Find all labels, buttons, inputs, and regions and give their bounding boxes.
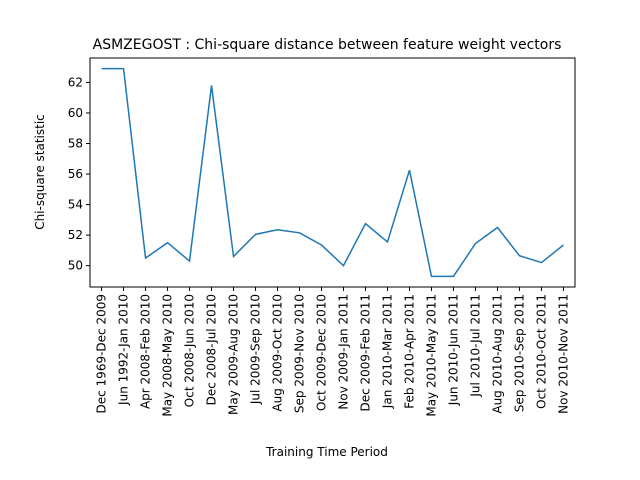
x-tick-label: Dec 2008-Jul 2010 <box>205 294 219 405</box>
y-tick-label: 50 <box>68 259 83 273</box>
y-tick-label: 54 <box>68 198 83 212</box>
y-tick-label: 58 <box>68 136 83 150</box>
x-tick-label: May 2008-May 2010 <box>161 294 175 417</box>
chart-title: ASMZEGOST : Chi-square distance between … <box>93 37 562 53</box>
x-tick-label: Oct 2009-Dec 2010 <box>315 294 329 411</box>
data-line <box>101 67 564 278</box>
x-tick-label: Jun 2010-Jun 2011 <box>446 294 460 406</box>
x-tick-label: Oct 2010-Oct 2011 <box>534 294 548 409</box>
x-tick-label: Dec 1969-Dec 2009 <box>95 294 109 413</box>
x-tick-label: Oct 2008-Jun 2010 <box>183 294 197 407</box>
x-tick-label: Jun 1992-Jan 2010 <box>117 294 131 406</box>
x-tick-label: Dec 2009-Feb 2011 <box>358 294 372 412</box>
x-tick-label: Nov 2010-Nov 2011 <box>556 294 570 414</box>
x-tick-label: Aug 2009-Oct 2010 <box>271 294 285 412</box>
x-tick-label: Apr 2008-Feb 2010 <box>139 294 153 409</box>
y-tick-label: 52 <box>68 228 83 242</box>
plot-frame <box>89 57 576 288</box>
x-axis-label: Training Time Period <box>265 445 388 459</box>
y-tick-label: 56 <box>68 167 83 181</box>
x-tick-label: May 2009-Aug 2010 <box>227 294 241 415</box>
x-tick-label: Jan 2010-Mar 2011 <box>380 294 394 409</box>
y-axis-label: Chi-square statistic <box>33 114 47 230</box>
x-tick-label: May 2010-May 2011 <box>424 294 438 417</box>
x-tick-label: Sep 2010-Sep 2011 <box>512 294 526 412</box>
x-tick-label: Aug 2010-Aug 2011 <box>490 294 504 414</box>
y-tick-label: 60 <box>68 106 83 120</box>
y-tick-label: 62 <box>68 75 83 89</box>
x-tick-label: Jul 2009-Sep 2010 <box>249 294 263 405</box>
x-tick-label: Feb 2010-Apr 2011 <box>402 294 416 409</box>
x-tick-label: Nov 2009-Jan 2011 <box>336 294 350 410</box>
x-tick-label: Jul 2010-Jul 2011 <box>468 294 482 398</box>
x-tick-label: Sep 2009-Nov 2010 <box>293 294 307 413</box>
